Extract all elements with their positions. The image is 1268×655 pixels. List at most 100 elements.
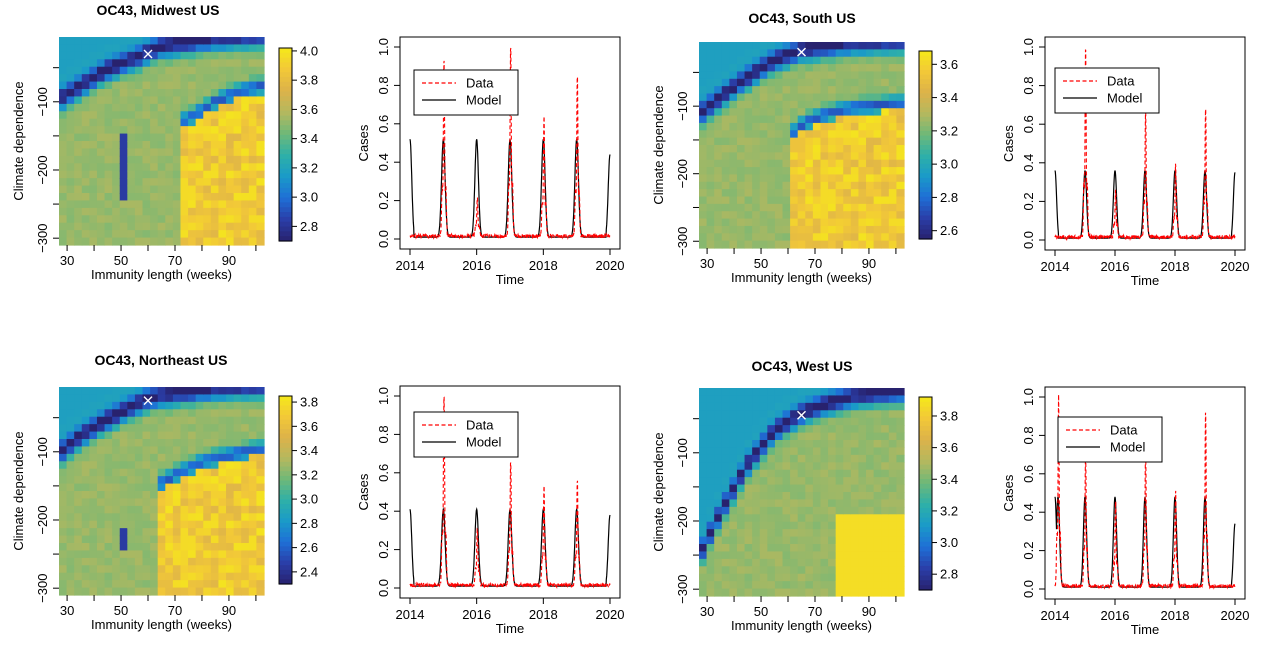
- heatmap-cell: [256, 170, 265, 179]
- heatmap-cell: [736, 499, 746, 508]
- heatmap-cell: [127, 207, 136, 216]
- heatmap-cell: [888, 108, 897, 117]
- heatmap-cell: [134, 550, 144, 559]
- heatmap-cell: [256, 133, 265, 142]
- heatmap-cell: [774, 218, 784, 227]
- heatmap-cell: [81, 118, 90, 127]
- heatmap-cell: [150, 431, 159, 440]
- x-tick-label: 90: [862, 256, 876, 271]
- colorbar-segment: [279, 504, 292, 510]
- heatmap-cell: [714, 521, 723, 530]
- heatmap-cell: [119, 66, 128, 75]
- heatmap-cell: [873, 130, 882, 139]
- heatmap-cell: [241, 37, 250, 46]
- heatmap-cell: [226, 557, 235, 566]
- heatmap-cell: [858, 181, 867, 190]
- heatmap-cell: [706, 174, 715, 183]
- heatmap-cell: [729, 573, 738, 582]
- heatmap-cell: [881, 115, 890, 124]
- heatmap-cell: [66, 550, 75, 559]
- heatmap-cell: [104, 580, 113, 589]
- colorbar-segment: [919, 411, 932, 417]
- heatmap-cell: [699, 115, 708, 124]
- heatmap-cell: [812, 558, 822, 567]
- heatmap-cell: [81, 453, 90, 462]
- y-tick-label: 0.0: [1021, 231, 1036, 249]
- plot-frame: [399, 385, 621, 599]
- heatmap-cell: [752, 56, 761, 65]
- heatmap-cell: [157, 453, 166, 462]
- heatmap-cell: [81, 557, 90, 566]
- heatmap-cell: [127, 148, 136, 157]
- heatmap-cell: [881, 558, 890, 567]
- heatmap-cell: [150, 148, 159, 157]
- heatmap-cell: [233, 215, 242, 224]
- heatmap-cell: [157, 476, 166, 485]
- heatmap-cell: [218, 111, 227, 120]
- heatmap-cell: [248, 520, 257, 529]
- heatmap-cell: [805, 189, 814, 198]
- heatmap-cell: [744, 506, 753, 515]
- x-tick-label: 50: [114, 253, 128, 268]
- heatmap-cell: [873, 64, 882, 73]
- heatmap-cell: [752, 462, 761, 471]
- heatmap-cell: [759, 566, 768, 575]
- colorbar-segment: [279, 537, 292, 543]
- heatmap-cell: [127, 491, 136, 500]
- heatmap-cell: [797, 159, 806, 168]
- heatmap-cell: [820, 189, 829, 198]
- heatmap-cell: [858, 86, 867, 95]
- x-tick-label: 2020: [596, 258, 625, 273]
- heatmap-cell: [744, 521, 753, 530]
- heatmap-cell: [881, 211, 890, 220]
- heatmap-cell: [888, 86, 897, 95]
- heatmap-cell: [721, 225, 730, 234]
- heatmap-cell: [59, 453, 68, 462]
- heatmap-cell: [782, 588, 791, 597]
- heatmap-cell: [752, 211, 761, 220]
- heatmap-cell: [797, 447, 806, 456]
- heatmap-cell: [241, 387, 250, 396]
- heatmap-cell: [881, 588, 890, 597]
- heatmap-cell: [119, 148, 128, 157]
- heatmap-cell: [820, 152, 829, 161]
- heatmap-cell: [790, 558, 799, 567]
- heatmap-cell: [150, 513, 159, 522]
- heatmap-cell: [767, 152, 776, 161]
- heatmap-cell: [89, 394, 98, 403]
- heatmap-cell: [774, 551, 784, 560]
- heatmap-cell: [89, 387, 98, 396]
- heatmap-cell: [180, 543, 189, 552]
- heatmap-cell: [172, 74, 182, 83]
- heatmap-cell: [752, 402, 761, 411]
- heatmap-cell: [752, 536, 761, 545]
- heatmap-cell: [218, 193, 227, 202]
- heatmap-cell: [119, 401, 128, 410]
- heatmap-cell: [218, 572, 227, 581]
- heatmap-cell: [89, 103, 98, 112]
- heatmap-cell: [142, 587, 151, 596]
- heatmap-cell: [256, 498, 265, 507]
- heatmap-cell: [752, 588, 761, 597]
- heatmap-cell: [736, 167, 746, 176]
- x-tick-label: 2020: [1221, 259, 1250, 274]
- heatmap-cell: [835, 529, 844, 538]
- heatmap-cell: [729, 189, 738, 198]
- heatmap-cell: [782, 122, 791, 131]
- heatmap-cell: [752, 174, 761, 183]
- heatmap-cell: [843, 71, 852, 80]
- heatmap-cell: [210, 520, 220, 529]
- heatmap-cell: [744, 492, 753, 501]
- heatmap-cell: [706, 529, 715, 538]
- heatmap-cell: [866, 64, 875, 73]
- heatmap-cell: [119, 185, 128, 194]
- heatmap-cell: [127, 528, 136, 537]
- heatmap-cell: [119, 126, 128, 135]
- heatmap-cell: [119, 431, 128, 440]
- heatmap-cell: [714, 240, 723, 249]
- heatmap-cell: [180, 155, 189, 164]
- heatmap-cell: [112, 424, 121, 433]
- heatmap-cell: [843, 211, 852, 220]
- heatmap-cell: [150, 103, 159, 112]
- heatmap-cell: [226, 148, 235, 157]
